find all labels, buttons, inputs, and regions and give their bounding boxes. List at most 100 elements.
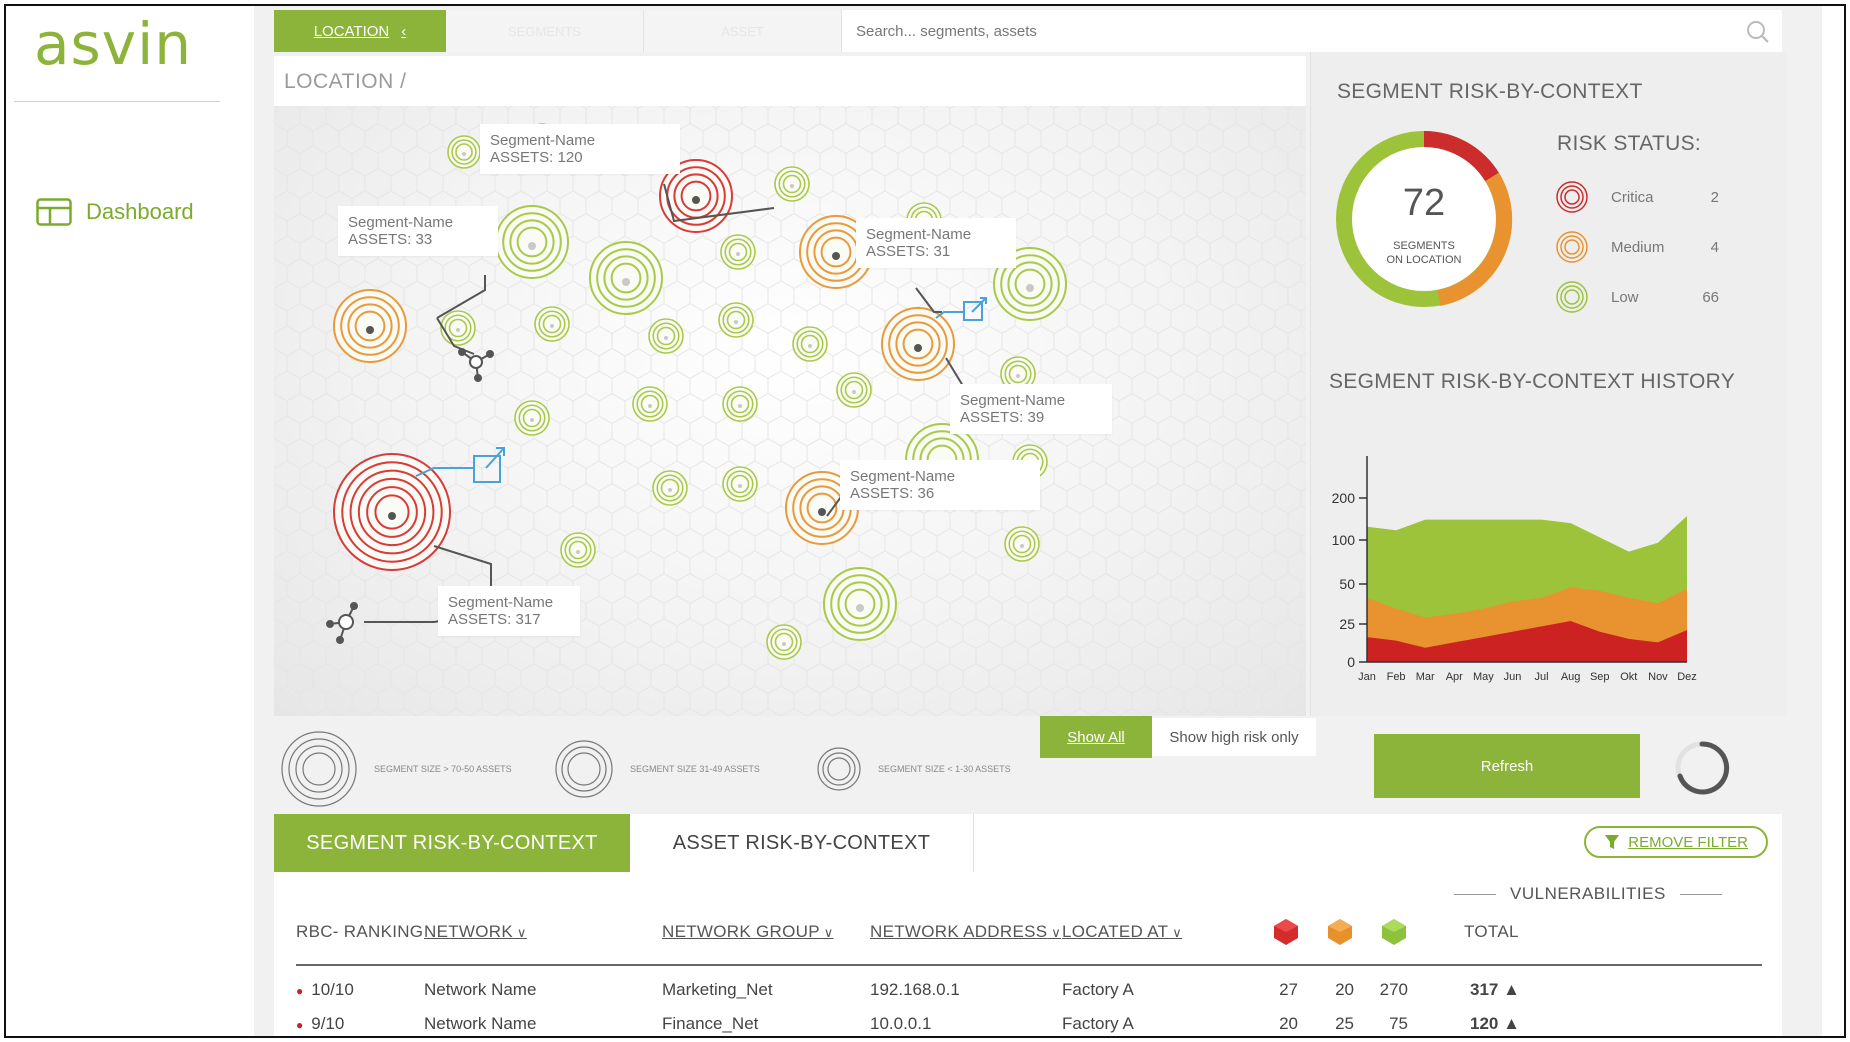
segment-name: Segment-Name: [866, 226, 972, 243]
table-header-rule: [296, 964, 1762, 966]
segment-callout[interactable]: Segment-Name ASSETS: 317: [438, 586, 580, 636]
cell-total: 120 ▲: [1470, 1014, 1520, 1034]
tab-location[interactable]: LOCATION ‹: [274, 10, 446, 52]
segment-callout[interactable]: Segment-Name ASSETS: 33: [338, 206, 498, 256]
x-tick-label: Nov: [1648, 671, 1668, 683]
total-value: 317: [1470, 980, 1499, 999]
total-value: 120: [1470, 1014, 1499, 1033]
cell-medium: 25: [1335, 1014, 1354, 1033]
search-icon[interactable]: [1746, 20, 1770, 44]
remove-filter-button[interactable]: REMOVE FILTER: [1584, 826, 1768, 858]
table-row[interactable]: ● 9/10: [296, 1014, 344, 1034]
segment-assets: ASSETS: 33: [348, 231, 433, 248]
segment-assets: ASSETS: 317: [448, 611, 541, 628]
tab-asset[interactable]: ASSET: [644, 10, 842, 52]
show-high-risk-button[interactable]: Show high risk only: [1152, 718, 1316, 756]
app-frame: asvin Dashboard LOCATION ‹ SEGMENTS ASSE…: [4, 4, 1846, 1038]
x-tick-label: Jul: [1535, 671, 1549, 683]
legend-large-segment: SEGMENT SIZE > 70-50 ASSETS: [280, 730, 512, 808]
x-tick-label: Apr: [1446, 671, 1463, 683]
cell-address: 192.168.0.1: [870, 980, 960, 999]
segment-callout[interactable]: Segment-Name ASSETS: 39: [950, 384, 1112, 434]
table-row[interactable]: ● 10/10: [296, 980, 354, 1000]
col-network[interactable]: NETWORK ∨: [424, 922, 527, 942]
segment-name: Segment-Name: [850, 468, 956, 485]
loading-spinner-icon: [1675, 741, 1730, 795]
filter-icon: [1605, 835, 1620, 849]
x-tick-label: Jun: [1504, 671, 1522, 683]
risk-item-critical[interactable]: Critica 2: [1555, 180, 1719, 214]
cell-located: Factory A: [1062, 980, 1134, 999]
small-segment-icon: [817, 747, 861, 791]
search-input[interactable]: Search... segments, assets: [842, 10, 1782, 52]
y-tick-label: 200: [1332, 490, 1356, 506]
segment-assets: ASSETS: 120: [490, 149, 583, 166]
tab-location-label: LOCATION: [313, 22, 390, 40]
segment-callout[interactable]: Segment-Name ASSETS: 120: [480, 124, 680, 174]
risk-item-medium[interactable]: Medium 4: [1555, 230, 1719, 264]
donut-value: 72: [1402, 182, 1446, 224]
legend-medium-segment: SEGMENT SIZE 31-49 ASSETS: [554, 739, 760, 799]
dashboard-icon: [36, 198, 72, 226]
cell-network: Network Name: [424, 1014, 537, 1033]
donut-caption-1: SEGMENTS: [1393, 240, 1455, 252]
risk-status-title: RISK STATUS:: [1557, 132, 1702, 155]
col-total: TOTAL: [1464, 922, 1519, 941]
low-vuln-icon: [1382, 919, 1406, 945]
tab-asset-risk[interactable]: ASSET RISK-BY-CONTEXT: [630, 814, 974, 872]
col-group-label: NETWORK GROUP: [662, 922, 820, 941]
x-tick-label: May: [1473, 671, 1494, 683]
sidebar-item-dashboard[interactable]: Dashboard: [36, 198, 194, 226]
medium-size-segment-icon: [555, 740, 613, 798]
risk-dot-icon: ●: [296, 984, 304, 998]
search-placeholder: Search... segments, assets: [856, 22, 1037, 40]
y-tick-label: 0: [1347, 654, 1355, 670]
x-tick-label: Okt: [1620, 671, 1637, 683]
network-node-icon: [458, 348, 494, 382]
chevron-left-icon: ‹: [401, 22, 407, 40]
external-link-icon: [415, 447, 505, 483]
cell-low: 270: [1379, 980, 1408, 999]
segment-assets: ASSETS: 39: [960, 409, 1045, 426]
col-network-group[interactable]: NETWORK GROUP ∨: [662, 922, 834, 942]
tab-segments[interactable]: SEGMENTS: [446, 10, 644, 52]
segment-assets: ASSETS: 36: [850, 485, 935, 502]
chevron-down-icon: ∨: [512, 925, 527, 940]
segment-name: Segment-Name: [448, 594, 554, 611]
risk-panel: SEGMENT RISK-BY-CONTEXT 72 SEGMENTS ON L…: [1310, 52, 1786, 716]
show-all-button[interactable]: Show All: [1040, 716, 1152, 758]
col-network-address[interactable]: NETWORK ADDRESS ∨: [870, 922, 1061, 942]
cell-critical: 27: [1279, 980, 1298, 999]
map-canvas: [274, 106, 1306, 716]
risk-context-title: SEGMENT RISK-BY-CONTEXT: [1337, 80, 1643, 103]
col-located-label: LOCATED AT: [1062, 922, 1169, 941]
segment-name: Segment-Name: [490, 132, 596, 149]
sidebar-item-label: Dashboard: [86, 199, 194, 224]
col-located-at[interactable]: LOCATED AT ∨: [1062, 922, 1182, 942]
critical-segment-icon: [1556, 181, 1588, 213]
cell-located: Factory A: [1062, 1014, 1134, 1033]
legend-small-segment: SEGMENT SIZE < 1-30 ASSETS: [816, 746, 1011, 792]
main-content: LOCATION ‹ SEGMENTS ASSET Search... segm…: [254, 6, 1822, 1036]
top-bar: LOCATION ‹ SEGMENTS ASSET Search... segm…: [274, 10, 1782, 52]
legend-label: SEGMENT SIZE 31-49 ASSETS: [630, 764, 760, 774]
legend-label: SEGMENT SIZE > 70-50 ASSETS: [374, 764, 512, 774]
tab-segment-risk[interactable]: SEGMENT RISK-BY-CONTEXT: [274, 814, 630, 872]
risk-count: 4: [1710, 238, 1719, 256]
segment-callout[interactable]: Segment-Name ASSETS: 31: [856, 218, 1016, 268]
segment-map[interactable]: LOCATION / Segment-Name ASSETS: 120 Segm…: [274, 56, 1306, 716]
y-tick-label: 50: [1339, 576, 1355, 592]
cell-critical: 20: [1279, 1014, 1298, 1033]
warning-icon: ▲: [1503, 980, 1520, 999]
refresh-button[interactable]: Refresh: [1374, 734, 1640, 798]
cell-ranking: 10/10: [311, 980, 354, 999]
risk-label: Medium: [1611, 238, 1665, 256]
x-tick-label: Dez: [1677, 671, 1697, 683]
segment-callout[interactable]: Segment-Name ASSETS: 36: [840, 460, 1040, 510]
risk-dot-icon: ●: [296, 1018, 304, 1032]
cell-medium: 20: [1335, 980, 1354, 999]
breadcrumb[interactable]: LOCATION /: [284, 70, 407, 93]
risk-history-chart: 0 25 50 100 200 Jan Feb Mar Apr May Jun Jul Aug Sep Ok…: [1332, 456, 1697, 683]
risk-item-low[interactable]: Low 66: [1555, 280, 1719, 314]
x-tick-label: Jan: [1358, 671, 1376, 683]
